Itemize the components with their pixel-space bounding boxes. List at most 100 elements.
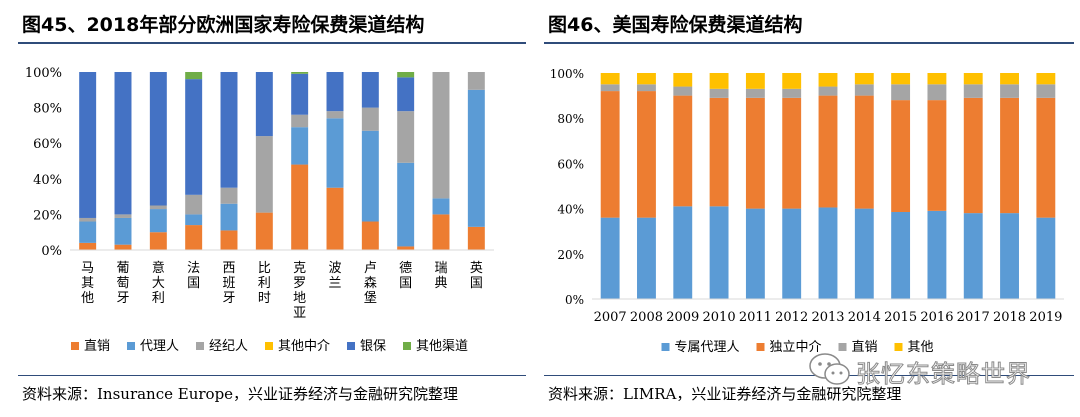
us-bar-segment	[927, 100, 947, 211]
eu-bar-segment	[326, 111, 344, 119]
us-y-tick: 60%	[557, 157, 584, 171]
us-legend-label: 专属代理人	[675, 340, 740, 355]
us-bar-segment	[600, 91, 620, 218]
us-category-label: 2010	[703, 310, 736, 325]
eu-bar-segment	[397, 111, 415, 163]
eu-y-tick: 0%	[41, 244, 62, 259]
eu-legend-label: 银保	[360, 339, 386, 354]
eu-bar-segment	[432, 214, 450, 250]
eu-y-tick: 40%	[33, 173, 62, 188]
eu-bar-segment	[220, 72, 238, 188]
us-bar-segment	[891, 73, 911, 85]
eu-bar-segment	[291, 164, 309, 250]
eu-legend-swatch	[265, 342, 273, 350]
eu-bar-segment	[291, 114, 309, 128]
us-legend-swatch	[894, 343, 903, 351]
us-bar-segment	[1036, 217, 1056, 299]
eu-bar-segment	[79, 72, 97, 218]
eu-bar-segment	[114, 72, 132, 215]
us-bar-segment	[854, 84, 874, 96]
us-bar-segment	[854, 73, 874, 85]
us-bar-segment	[782, 88, 802, 98]
us-legend-label: 其他	[908, 340, 934, 355]
us-bar-segment	[782, 97, 802, 209]
us-y-tick: 40%	[557, 203, 584, 217]
eu-bar-segment	[361, 130, 379, 222]
eu-bar-segment	[291, 127, 309, 165]
eu-bar-segment	[79, 221, 97, 243]
eu-bar-segment	[255, 136, 273, 213]
us-bar-segment	[637, 217, 656, 299]
figure-46-bottom-rule	[544, 375, 1074, 376]
europe-channel-chart: 0% 20% 40% 60% 80% 100% 马其他 葡萄牙 意大利 法国 西班牙 比利时 克罗地亚 波…	[25, 66, 494, 354]
eu-bar-segment	[114, 244, 132, 250]
eu-bar-segment	[185, 194, 203, 215]
eu-bar-segment	[149, 205, 167, 210]
us-bar-segment	[600, 73, 620, 85]
eu-bar-segment	[291, 72, 309, 74]
eu-bar-segment	[326, 118, 344, 188]
us-category-label: 2007	[594, 310, 627, 325]
us-legend-label: 独立中介	[770, 340, 822, 355]
eu-bar-segment	[149, 209, 167, 233]
eu-bar-segment	[114, 214, 132, 218]
eu-category-label: 瑞典	[434, 261, 447, 291]
eu-bar-segment	[185, 225, 203, 250]
us-bar-segment	[818, 73, 838, 87]
us-bar-segment	[637, 84, 656, 92]
us-bar-segment	[709, 97, 729, 207]
eu-legend-swatch	[196, 342, 204, 350]
us-bar-segment	[818, 86, 838, 96]
us-bar-segment	[927, 84, 947, 101]
eu-category-label: 比利时	[258, 261, 271, 306]
eu-category-label: 德国	[399, 261, 412, 291]
eu-legend-swatch	[347, 342, 355, 350]
us-bar-segment	[927, 73, 947, 85]
us-bar-segment	[782, 208, 802, 299]
us-bar-segment	[854, 95, 874, 209]
eu-category-label: 英国	[470, 261, 483, 291]
us-bar-segment	[600, 84, 620, 92]
us-bar-segment	[600, 217, 620, 299]
eu-bar-segment	[220, 230, 238, 250]
us-bar-segment	[1000, 97, 1019, 214]
eu-bar-segment	[361, 107, 379, 131]
figure-46-title: 图46、美国寿险保费渠道结构	[548, 14, 803, 36]
us-bar-segment	[673, 73, 693, 87]
figure-45-source: 资料来源：Insurance Europe，兴业证券经济与金融研究院整理	[22, 385, 459, 403]
eu-bar-segment	[220, 203, 238, 231]
eu-bar-segment	[291, 73, 309, 115]
eu-bar-segment	[255, 212, 273, 250]
us-category-label: 2013	[811, 310, 844, 325]
us-bar-segment	[745, 73, 765, 89]
eu-category-label: 葡萄牙	[116, 261, 129, 306]
figure-46-top-rule	[544, 42, 1074, 44]
us-bar-segment	[673, 206, 693, 299]
us-bar-segment	[891, 84, 911, 101]
eu-bar-segment	[326, 72, 344, 112]
eu-category-label: 波兰	[328, 261, 341, 291]
eu-bar-segment	[185, 79, 203, 195]
eu-legend-label: 其他渠道	[416, 339, 468, 354]
us-bar-segment	[1036, 84, 1056, 98]
eu-bar-segment	[397, 162, 415, 247]
eu-category-label: 意大利	[152, 260, 165, 306]
us-bar-segment	[637, 91, 656, 218]
us-bar-segment	[673, 95, 693, 207]
eu-category-label: 马其他	[81, 261, 94, 306]
eu-category-label: 克罗地亚	[293, 261, 306, 321]
us-bar-segment	[963, 73, 983, 85]
eu-bar-segment	[361, 221, 379, 250]
eu-bar-segment	[467, 89, 485, 227]
us-legend-swatch	[756, 343, 765, 351]
eu-bar-segment	[397, 246, 415, 250]
eu-bar-segment	[79, 242, 97, 250]
eu-legend-label: 其他中介	[278, 339, 330, 354]
eu-bar-segment	[397, 72, 415, 78]
us-bar-segment	[709, 73, 729, 89]
eu-bar-segment	[149, 232, 167, 250]
us-bar-segment	[745, 97, 765, 209]
us-bar-segment	[1036, 97, 1056, 218]
eu-bar-segment	[397, 77, 415, 112]
us-channel-chart: 0%20%40%60%80%100%2007 2008 2009 2010 2011 20…	[550, 67, 1064, 355]
